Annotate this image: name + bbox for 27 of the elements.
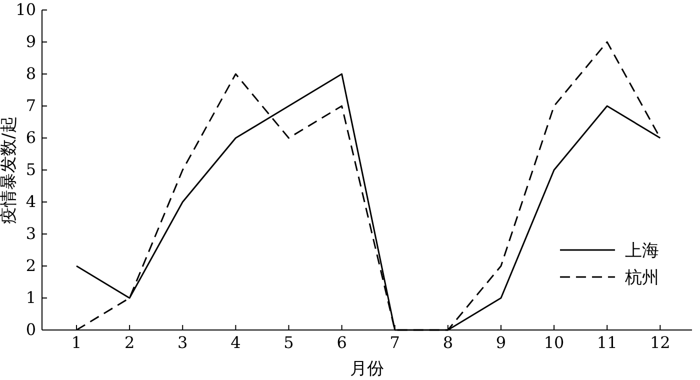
x-tick-label: 2 bbox=[124, 333, 135, 352]
y-tick-label: 3 bbox=[26, 224, 36, 243]
y-tick-label: 10 bbox=[16, 0, 36, 19]
x-tick-label: 7 bbox=[390, 333, 400, 352]
x-tick-label: 11 bbox=[596, 333, 618, 352]
y-axis-title: 疫情暴发数/起 bbox=[0, 116, 19, 224]
y-tick-label: 5 bbox=[26, 160, 36, 179]
y-tick-label: 8 bbox=[26, 64, 36, 83]
x-tick-label: 5 bbox=[284, 333, 294, 352]
x-tick-label: 8 bbox=[442, 333, 454, 352]
x-tick-label: 1 bbox=[71, 333, 82, 352]
y-tick-label: 0 bbox=[26, 320, 36, 339]
x-tick-label: 3 bbox=[178, 333, 188, 352]
legend-label: 杭州 bbox=[624, 268, 659, 288]
y-tick-label: 7 bbox=[26, 96, 36, 115]
y-tick-label: 9 bbox=[26, 32, 36, 51]
y-tick-label: 2 bbox=[26, 256, 36, 275]
legend-label: 上海 bbox=[625, 241, 659, 261]
y-tick-label: 4 bbox=[26, 192, 36, 211]
y-tick-label: 6 bbox=[26, 128, 36, 147]
y-tick-label: 1 bbox=[26, 288, 36, 307]
x-tick-label: 4 bbox=[230, 333, 241, 352]
x-tick-label: 9 bbox=[496, 333, 506, 352]
x-tick-label: 10 bbox=[544, 333, 564, 352]
x-tick-label: 6 bbox=[336, 333, 347, 352]
x-axis-title: 月份 bbox=[350, 359, 384, 379]
x-tick-label: 12 bbox=[650, 333, 670, 352]
